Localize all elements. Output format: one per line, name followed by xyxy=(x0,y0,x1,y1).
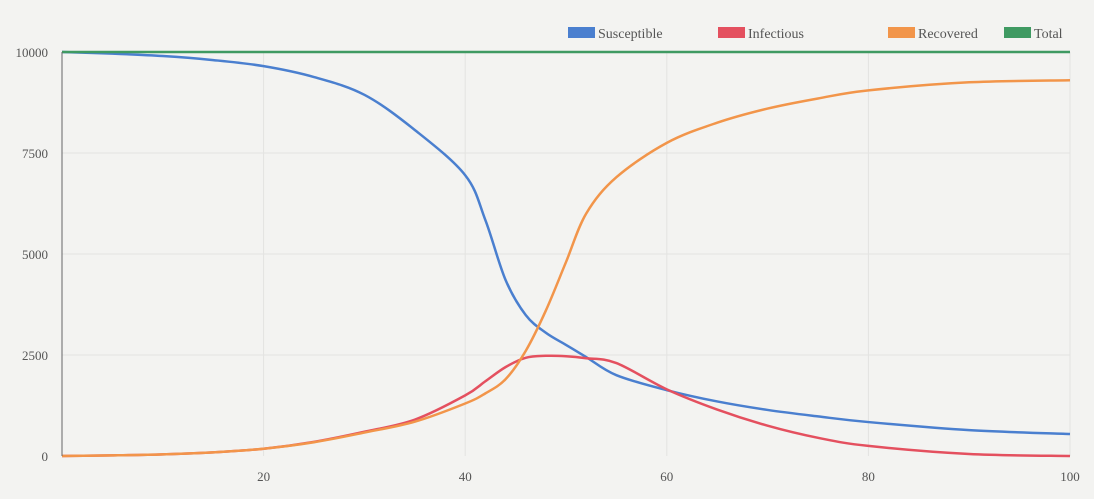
x-tick-label: 80 xyxy=(862,469,875,484)
x-axis: 20 40 60 80 100 xyxy=(257,469,1080,484)
legend-swatch-susceptible xyxy=(568,27,595,38)
legend-swatch-infectious xyxy=(718,27,745,38)
x-tick-label: 100 xyxy=(1060,469,1080,484)
x-tick-label: 20 xyxy=(257,469,270,484)
grid xyxy=(62,51,1071,456)
legend-label-recovered: Recovered xyxy=(918,27,978,42)
legend-swatch-total xyxy=(1004,27,1031,38)
legend: Susceptible Infectious Recovered Total xyxy=(568,27,1063,42)
legend-label-infectious: Infectious xyxy=(748,27,804,42)
x-tick-label: 60 xyxy=(660,469,673,484)
y-tick-label: 7500 xyxy=(22,146,48,161)
series-line-infectious xyxy=(61,354,1071,458)
y-tick-label: 0 xyxy=(42,449,49,464)
y-tick-label: 5000 xyxy=(22,247,48,262)
legend-label-total: Total xyxy=(1034,27,1063,42)
series-lines xyxy=(61,50,1071,458)
y-tick-label: 10000 xyxy=(16,45,49,60)
legend-swatch-recovered xyxy=(888,27,915,38)
y-axis: 0 2500 5000 7500 10000 xyxy=(16,45,49,464)
legend-label-susceptible: Susceptible xyxy=(598,27,663,42)
x-tick-label: 40 xyxy=(459,469,472,484)
series-line-recovered xyxy=(61,79,1071,458)
y-tick-label: 2500 xyxy=(22,348,48,363)
series-line-susceptible xyxy=(61,50,1071,436)
